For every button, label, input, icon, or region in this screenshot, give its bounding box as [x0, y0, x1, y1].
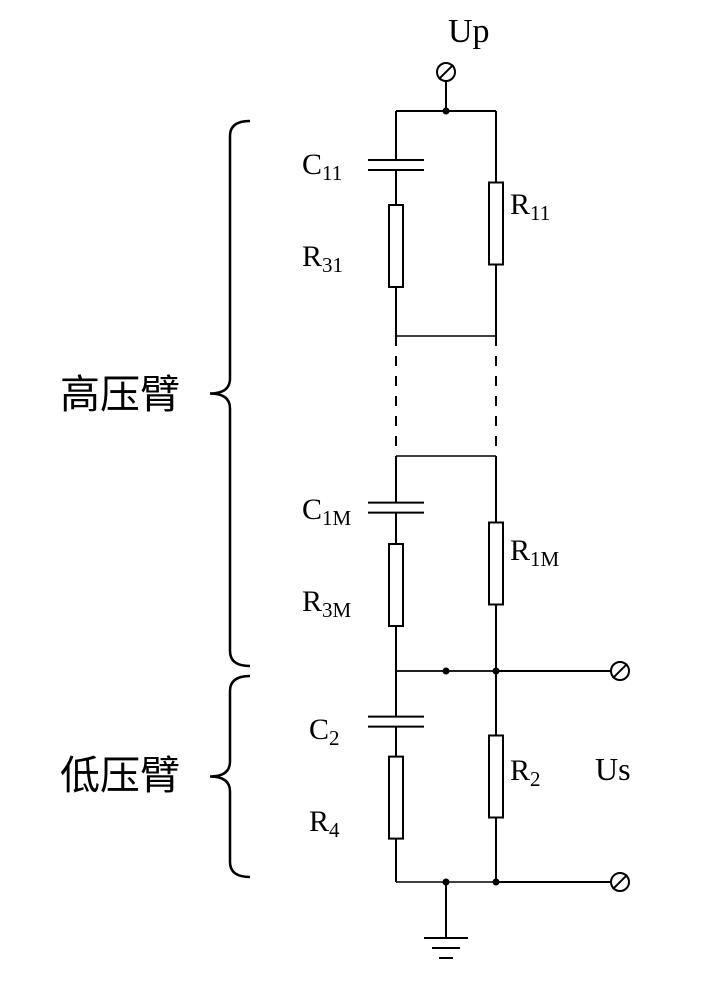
svg-text:Up: Up	[448, 13, 490, 50]
svg-text:R1M: R1M	[510, 534, 560, 571]
svg-text:R31: R31	[302, 240, 343, 277]
svg-text:R11: R11	[510, 188, 550, 225]
svg-text:C11: C11	[302, 148, 342, 185]
svg-text:高压臂: 高压臂	[60, 372, 180, 417]
circuit-diagram: Up C11 R11 R31 C1M R1M R3M C2 R2 R4 Us 高压臂低压臂	[0, 0, 706, 1000]
svg-text:C1M: C1M	[302, 493, 352, 530]
svg-text:R3M: R3M	[302, 585, 352, 622]
svg-text:R4: R4	[309, 805, 340, 842]
svg-text:R2: R2	[510, 754, 541, 791]
svg-text:低压臂: 低压臂	[60, 753, 180, 798]
svg-text:C2: C2	[309, 713, 340, 750]
circuit: Up C11 R11 R31 C1M R1M R3M C2 R2 R4 Us 高压臂低压臂	[60, 13, 631, 958]
svg-text:Us: Us	[595, 751, 631, 787]
